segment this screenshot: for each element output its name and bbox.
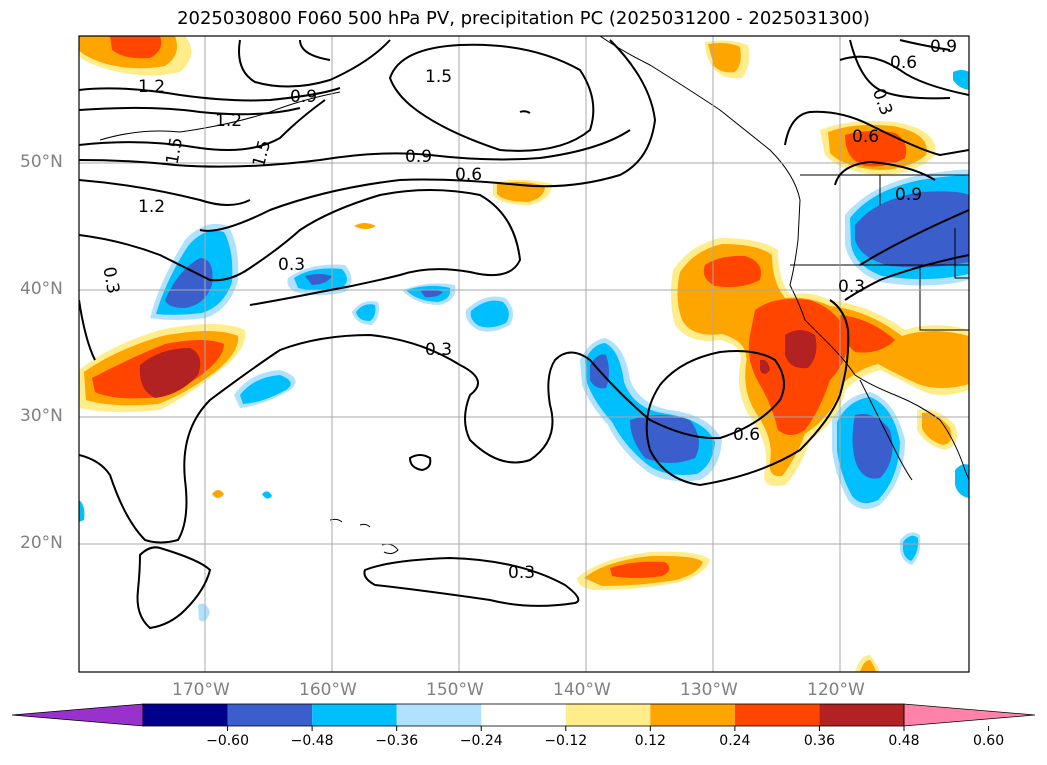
- lat-label-30n: 30°N: [20, 406, 63, 426]
- colorbar-segment: [650, 704, 735, 726]
- colorbar-segment: [734, 704, 820, 726]
- colorbar-segment: [312, 704, 397, 726]
- colorbar-tick-label: −0.36: [375, 733, 419, 749]
- contour-label: 0.6: [852, 127, 879, 147]
- colorbar-tick-label: 0.12: [634, 733, 666, 749]
- map-frame: [78, 35, 970, 673]
- pv-contours: [79, 39, 969, 630]
- colorbar-segment: [565, 704, 651, 726]
- contour-label: 0.9: [290, 87, 317, 107]
- contour-label: 1.2: [138, 77, 165, 97]
- colorbar-tick-label: 0.60: [972, 733, 1005, 749]
- pv-contour-labels: 1.2 1.2 0.9 1.5 1.5 1.5 0.9 0.6 1.2 0.3 …: [98, 37, 957, 583]
- contour-label: 1.2: [215, 111, 242, 131]
- colorbar-segment: [819, 704, 904, 726]
- chart-title: 2025030800 F060 500 hPa PV, precipitatio…: [177, 8, 870, 29]
- contour-label: 1.5: [425, 67, 452, 87]
- contour-label: 0.9: [405, 147, 432, 167]
- colorbar-extend-high: [903, 703, 1036, 727]
- contour-label: 0.3: [98, 265, 122, 295]
- contour-label: 0.3: [278, 255, 305, 275]
- lon-label-160w: 160°W: [299, 680, 357, 700]
- colorbar-segment: [396, 704, 482, 726]
- lon-label-170w: 170°W: [172, 680, 230, 700]
- lon-label-140w: 140°W: [553, 680, 611, 700]
- lat-label-50n: 50°N: [20, 152, 63, 172]
- contour-label: 1.2: [138, 197, 165, 217]
- contour-label: 0.3: [838, 277, 865, 297]
- colorbar-tick-label: −0.24: [459, 733, 503, 749]
- lon-label-150w: 150°W: [426, 680, 484, 700]
- colorbar-segment: [227, 704, 313, 726]
- lat-label-20n: 20°N: [20, 533, 63, 553]
- contour-label: 0.9: [895, 185, 922, 205]
- colorbar-tick-label: 0.48: [888, 733, 920, 749]
- colorbar-tick-label: 0.36: [803, 733, 836, 749]
- contour-label: 0.6: [890, 53, 917, 73]
- contour-label: 0.6: [733, 425, 760, 445]
- colorbar-extend-low: [11, 703, 144, 727]
- colorbar-tick-label: −0.60: [206, 733, 249, 749]
- colorbar-tick-label: 0.24: [719, 733, 751, 749]
- lat-label-40n: 40°N: [20, 279, 63, 299]
- lon-label-130w: 130°W: [680, 680, 738, 700]
- contour-label: 1.5: [163, 136, 187, 166]
- colorbar-frame: [142, 703, 905, 727]
- contour-label: 0.6: [455, 165, 482, 185]
- coastlines: [99, 36, 969, 555]
- contour-label: 0.3: [425, 340, 452, 360]
- contour-label: 0.3: [508, 563, 535, 583]
- colorbar-segment: [481, 704, 566, 726]
- precip-positive-anomaly: [79, 36, 969, 672]
- map-canvas: 1.2 1.2 0.9 1.5 1.5 1.5 0.9 0.6 1.2 0.3 …: [78, 35, 970, 673]
- colorbar-tick-label: −0.48: [290, 733, 334, 749]
- colorbar-tick-label: −0.12: [544, 733, 588, 749]
- colorbar-segment: [143, 704, 228, 726]
- colorbar-segments: [11, 703, 1036, 731]
- contour-label: 0.9: [930, 37, 957, 57]
- lon-label-120w: 120°W: [807, 680, 865, 700]
